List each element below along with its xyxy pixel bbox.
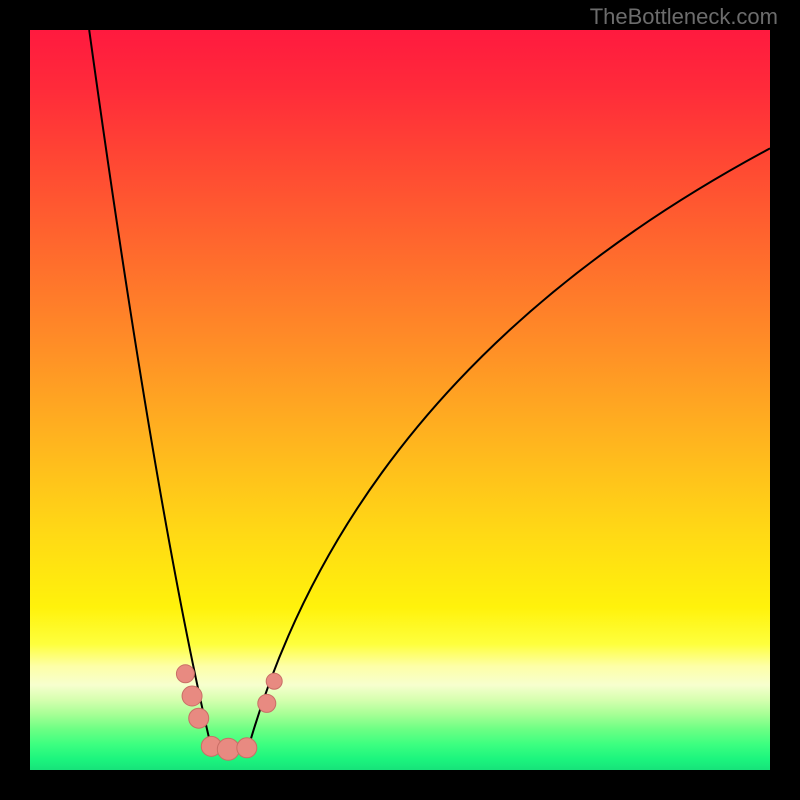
watermark-text: TheBottleneck.com [590,4,778,30]
chart-svg [0,0,800,800]
gradient-background [30,30,770,770]
data-point [237,738,257,758]
data-point [217,738,239,760]
data-point [258,694,276,712]
data-point [266,673,282,689]
data-point [189,708,209,728]
stage: TheBottleneck.com [0,0,800,800]
data-point [176,665,194,683]
data-point [182,686,202,706]
